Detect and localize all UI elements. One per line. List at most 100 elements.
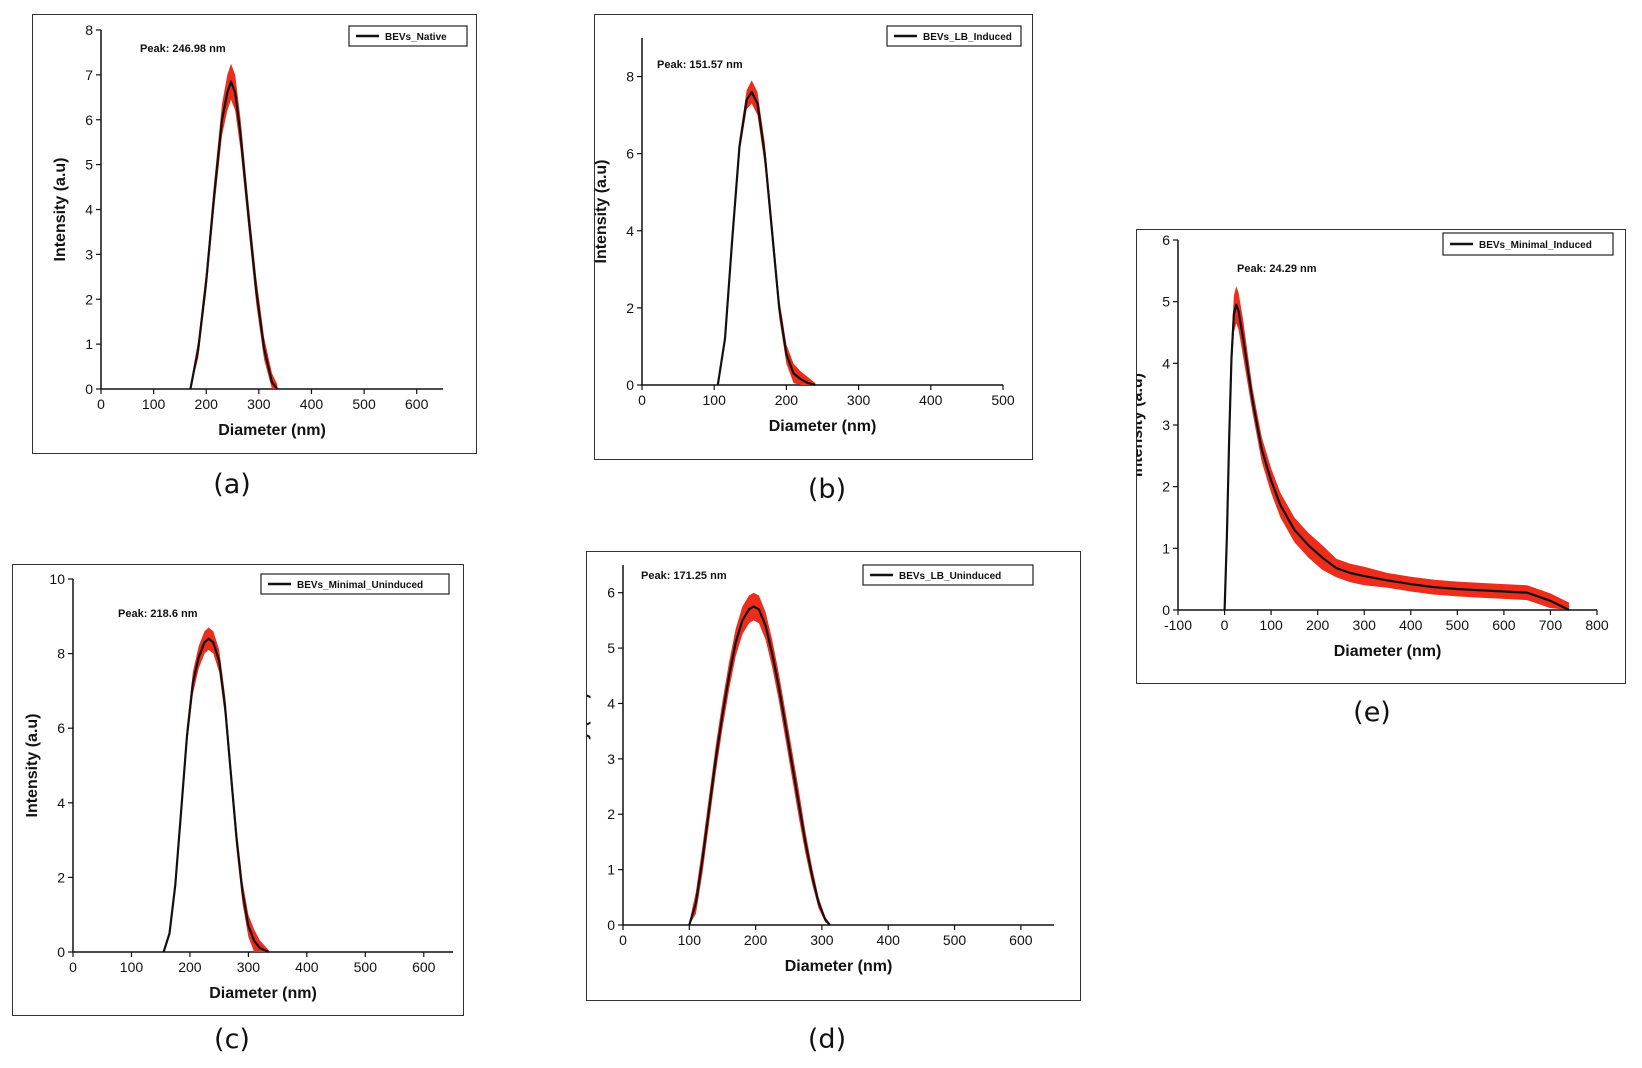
x-tick-label: 300 — [847, 392, 871, 408]
y-tick-label: 3 — [607, 751, 615, 767]
x-tick-label: 300 — [810, 932, 834, 948]
series-line — [189, 80, 279, 390]
y-tick-label: 4 — [57, 795, 65, 811]
y-tick-label: 7 — [85, 67, 93, 83]
chart-d-svg: 0 1 2 3 4 5 6 0 100 200 300 400 500 600 Diameter (nm) I… — [574, 564, 1054, 975]
y-tick-label: 2 — [85, 291, 93, 307]
x-tick-label: 0 — [619, 932, 627, 948]
legend-label: BEVs_Minimal_Uninduced — [297, 580, 423, 591]
x-tick-label: -100 — [1164, 617, 1192, 633]
chart-panel-d: 0 1 2 3 4 5 6 0 100 200 300 400 500 600 Diameter (nm) I… — [574, 551, 1081, 1001]
y-tick-label: 2 — [626, 300, 634, 316]
y-axis-label: Intensity (a.u) — [587, 693, 591, 797]
peak-annotation: Peak: 171.25 nm — [641, 570, 727, 582]
y-tick-label: 0 — [85, 381, 93, 397]
y-tick-label: 2 — [57, 869, 65, 885]
x-tick-label: 400 — [919, 392, 943, 408]
y-tick-label: 10 — [49, 571, 65, 587]
x-tick-label: 100 — [142, 396, 166, 412]
y-axis-label: Intensity (a.u) — [52, 157, 69, 261]
error-band — [689, 592, 830, 925]
x-tick-label: 600 — [1492, 617, 1516, 633]
legend-label: BEVs_LB_Uninduced — [899, 571, 1001, 582]
caption-c: (c) — [214, 1024, 250, 1055]
y-tick-label: 5 — [607, 640, 615, 656]
x-tick-label: 400 — [877, 932, 901, 948]
x-tick-label: 600 — [1009, 932, 1033, 948]
error-band — [163, 627, 269, 952]
y-tick-label: 0 — [607, 917, 615, 933]
x-tick-label: 100 — [1259, 617, 1283, 633]
x-tick-label: 200 — [744, 932, 768, 948]
x-tick-label: 200 — [775, 392, 799, 408]
x-tick-label: 400 — [1399, 617, 1423, 633]
legend-label: BEVs_Native — [385, 32, 447, 43]
legend-box — [1442, 232, 1614, 256]
y-tick-label: 6 — [626, 146, 634, 162]
legend-label: BEVs_LB_Induced — [923, 32, 1012, 43]
x-tick-label: 300 — [237, 959, 261, 975]
y-tick-label: 0 — [626, 377, 634, 393]
x-tick-label: 500 — [354, 959, 378, 975]
legend-box — [886, 25, 1022, 47]
x-tick-label: 100 — [678, 932, 702, 948]
caption-d: (d) — [807, 1024, 847, 1055]
x-axis-label: Diameter (nm) — [769, 418, 877, 435]
y-tick-label: 8 — [626, 69, 634, 85]
x-axis-label: Diameter (nm) — [209, 985, 317, 1002]
y-tick-label: 4 — [1162, 355, 1170, 371]
x-tick-label: 100 — [703, 392, 727, 408]
y-tick-label: 2 — [607, 806, 615, 822]
x-tick-label: 800 — [1585, 617, 1609, 633]
x-tick-label: 700 — [1539, 617, 1563, 633]
chart-panel-e: 0 1 2 3 4 5 6 -100 0 100 200 300 400 500 600 700 800 Diam… — [1129, 229, 1626, 684]
x-tick-label: 500 — [352, 396, 376, 412]
peak-annotation: Peak: 151.57 nm — [657, 59, 743, 71]
error-band — [190, 63, 278, 389]
x-tick-label: 0 — [97, 396, 105, 412]
chart-b-svg: 0 2 4 6 8 0 100 200 300 400 500 Diameter (nm) Intens… — [593, 25, 1022, 435]
y-tick-label: 4 — [626, 223, 634, 239]
y-tick-label: 3 — [85, 246, 93, 262]
y-axis-label: Intensity (a.u) — [595, 159, 610, 263]
series-line — [162, 637, 270, 954]
y-tick-label: 5 — [1162, 294, 1170, 310]
chart-a-svg: 0 1 2 3 4 5 6 7 8 0 100 200 300 400 500 600 Diameter (nm… — [52, 22, 468, 439]
x-tick-label: 400 — [300, 396, 324, 412]
x-tick-label: 300 — [247, 396, 271, 412]
legend-box — [348, 25, 468, 47]
x-axis-label: Diameter (nm) — [785, 958, 893, 975]
y-tick-label: 6 — [85, 112, 93, 128]
legend-box — [862, 564, 1034, 586]
y-tick-label: 4 — [607, 695, 615, 711]
x-tick-label: 0 — [69, 959, 77, 975]
x-tick-label: 100 — [120, 959, 144, 975]
chart-panel-c: 0 2 4 6 8 10 0 100 200 300 400 500 600 Diameter (nm) I… — [12, 564, 464, 1016]
y-tick-label: 1 — [607, 862, 615, 878]
x-tick-label: 200 — [178, 959, 202, 975]
y-tick-label: 6 — [57, 720, 65, 736]
y-tick-label: 6 — [1162, 232, 1170, 248]
y-tick-label: 0 — [57, 944, 65, 960]
y-tick-label: 8 — [57, 646, 65, 662]
legend-box — [260, 573, 450, 595]
y-tick-label: 3 — [1162, 417, 1170, 433]
series-line — [1223, 303, 1570, 611]
x-tick-label: 500 — [943, 932, 967, 948]
y-tick-label: 0 — [1162, 602, 1170, 618]
y-tick-label: 6 — [607, 585, 615, 601]
x-tick-label: 600 — [405, 396, 429, 412]
peak-annotation: Peak: 246.98 nm — [140, 43, 226, 55]
legend-label: BEVs_Minimal_Induced — [1479, 240, 1592, 251]
y-tick-label: 4 — [85, 202, 93, 218]
y-tick-label: 1 — [85, 336, 93, 352]
caption-e: (e) — [1353, 697, 1391, 728]
x-tick-label: 0 — [638, 392, 646, 408]
x-tick-label: 300 — [1353, 617, 1377, 633]
y-axis-label: Intensity (a.u) — [1137, 373, 1146, 477]
chart-panel-a: 0 1 2 3 4 5 6 7 8 0 100 200 300 400 500 600 Diameter (nm… — [32, 14, 477, 454]
peak-annotation: Peak: 24.29 nm — [1237, 263, 1317, 275]
series-line — [688, 605, 831, 926]
